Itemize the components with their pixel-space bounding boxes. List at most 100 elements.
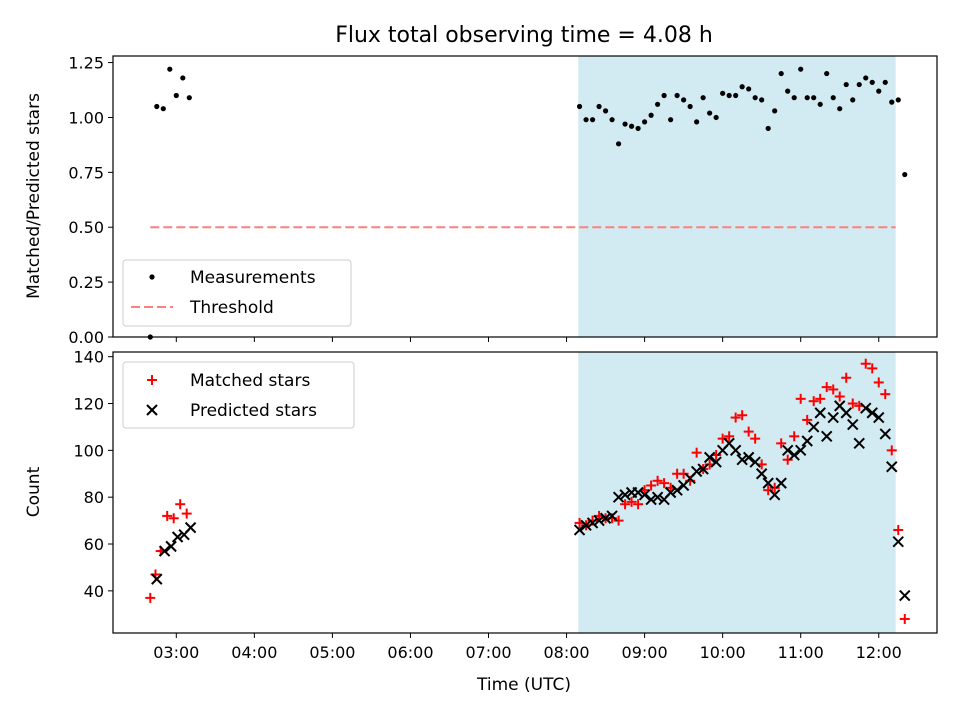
measurement-point bbox=[154, 103, 160, 110]
x-b bbox=[840, 407, 852, 419]
predicted-star-point bbox=[710, 456, 722, 468]
matched-star-point bbox=[789, 431, 800, 442]
measurement-point bbox=[765, 125, 771, 132]
matched-star-point bbox=[834, 391, 845, 402]
bottom-y-tick-label: 60 bbox=[84, 535, 104, 554]
predicted-star-point bbox=[651, 491, 664, 503]
chart-title: Flux total observing time = 4.08 h bbox=[335, 23, 713, 48]
predicted-star-point bbox=[860, 402, 872, 414]
matched-star-point bbox=[145, 592, 156, 603]
predicted-star-point bbox=[794, 444, 807, 457]
legend-predicted-marker-b bbox=[146, 404, 158, 416]
predicted-star-point bbox=[632, 486, 644, 499]
legend-box bbox=[122, 361, 355, 429]
measurement-point bbox=[173, 92, 179, 99]
predicted-star-point bbox=[853, 437, 865, 450]
measurement-point bbox=[817, 101, 823, 107]
measurement-point bbox=[902, 171, 908, 178]
measurement-point bbox=[798, 66, 804, 72]
measurement-point bbox=[167, 66, 173, 72]
measurement-point bbox=[726, 92, 732, 99]
measurement-point bbox=[681, 97, 687, 103]
matched-star-point bbox=[633, 499, 644, 510]
predicted-star-point bbox=[606, 510, 618, 522]
predicted-star-point bbox=[762, 477, 774, 489]
measurement-point bbox=[739, 84, 745, 90]
x-b bbox=[703, 451, 716, 464]
x-b bbox=[599, 512, 612, 524]
x-b bbox=[827, 411, 839, 424]
x-b bbox=[697, 463, 709, 475]
predicted-star-point bbox=[586, 517, 599, 529]
predicted-star-point bbox=[879, 428, 891, 440]
measurement-point bbox=[186, 95, 192, 101]
top-legend: Measurements Threshold bbox=[122, 259, 352, 327]
matched-star-point bbox=[724, 431, 735, 442]
x-tick-label: 06:00 bbox=[387, 643, 433, 662]
measurement-point bbox=[596, 103, 602, 110]
measurement-point bbox=[661, 92, 667, 99]
predicted-star-point bbox=[158, 545, 171, 557]
measurement-point bbox=[895, 97, 901, 103]
matched-star-point bbox=[860, 358, 871, 369]
matched-star-point bbox=[815, 393, 826, 404]
measurement-point bbox=[746, 86, 752, 92]
x-tick-label: 10:00 bbox=[700, 643, 746, 662]
measurement-point bbox=[856, 81, 862, 88]
predicted-star-point bbox=[612, 491, 625, 503]
x-b bbox=[742, 451, 755, 464]
matched-star-point bbox=[626, 496, 637, 507]
matched-star-point bbox=[873, 377, 884, 388]
x-b bbox=[580, 519, 592, 531]
bottom-panel: 40 60 80 100 120 140 03:00 04:00 05:00 06:00 07:00… bbox=[73, 348, 938, 662]
measurement-point bbox=[583, 117, 589, 123]
x-b bbox=[690, 465, 703, 478]
bottom-y-tick-label: 40 bbox=[84, 582, 104, 601]
matched-star-point bbox=[730, 412, 741, 423]
legend-threshold-label: Threshold bbox=[189, 298, 274, 318]
predicted-star-point bbox=[840, 407, 852, 419]
predicted-star-point bbox=[749, 456, 761, 468]
matched-star-point bbox=[867, 363, 878, 374]
top-y-tick-label: 0.75 bbox=[68, 163, 104, 182]
predicted-star-point bbox=[671, 484, 683, 496]
x-b bbox=[899, 589, 911, 602]
measurement-point bbox=[160, 106, 166, 112]
measurement-point bbox=[602, 108, 609, 114]
measurement-point bbox=[648, 112, 654, 118]
predicted-star-point bbox=[690, 465, 703, 478]
measurement-point bbox=[622, 121, 628, 127]
x-b bbox=[151, 573, 163, 585]
measurement-point bbox=[713, 114, 719, 121]
x-tick-label: 08:00 bbox=[543, 643, 589, 662]
x-b bbox=[814, 407, 826, 419]
x-b bbox=[762, 477, 774, 489]
measurement-point bbox=[655, 101, 661, 107]
bottom-y-tick-label: 140 bbox=[73, 348, 104, 367]
predicted-star-point bbox=[892, 535, 904, 548]
predicted-star-point bbox=[768, 489, 781, 501]
top-y-tick-label: 0.50 bbox=[68, 218, 104, 237]
x-b bbox=[834, 400, 846, 412]
matched-star-point bbox=[162, 510, 173, 521]
measurement-point bbox=[752, 95, 758, 101]
x-b bbox=[158, 545, 171, 557]
legend-measurements-marker bbox=[149, 274, 155, 280]
measurement-point bbox=[804, 95, 810, 101]
matched-star-point bbox=[646, 480, 657, 491]
predicted-star-point bbox=[593, 514, 605, 527]
measurement-point bbox=[850, 97, 856, 103]
x-b bbox=[892, 535, 904, 548]
matched-star-point bbox=[750, 433, 761, 444]
x-b bbox=[645, 493, 657, 506]
x-b bbox=[860, 402, 872, 414]
measurement-point bbox=[791, 95, 797, 101]
x-b bbox=[808, 421, 820, 433]
predicted-star-point bbox=[866, 407, 878, 419]
predicted-star-point bbox=[873, 411, 885, 424]
measurement-point bbox=[628, 123, 635, 129]
matched-star-point bbox=[828, 384, 839, 395]
x-b bbox=[749, 456, 761, 468]
predicted-star-point bbox=[703, 451, 716, 464]
